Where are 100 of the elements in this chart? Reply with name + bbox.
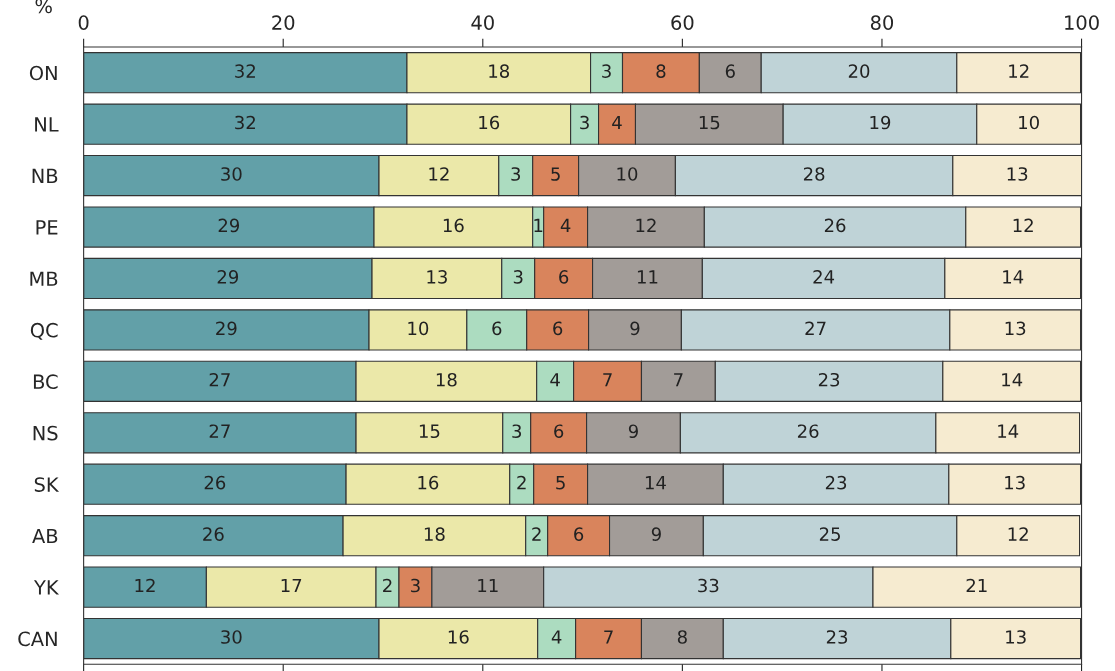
data-label: 5 <box>556 476 565 490</box>
data-label: 12 <box>429 167 449 181</box>
data-label: 27 <box>805 321 826 335</box>
data-label: 3 <box>513 270 523 284</box>
data-label: 26 <box>797 424 819 439</box>
x-tick-label: 100 <box>1065 15 1099 31</box>
data-label: 13 <box>427 270 447 284</box>
data-label: 1 <box>534 218 543 232</box>
x-tick-label: 40 <box>471 15 494 31</box>
y-tick-label: PE <box>36 220 58 235</box>
data-label: 4 <box>612 115 622 130</box>
data-label: 10 <box>1019 115 1039 130</box>
data-label: 29 <box>217 270 239 284</box>
data-label: 16 <box>448 630 469 644</box>
data-label: 33 <box>698 578 719 593</box>
data-label: 18 <box>424 527 445 541</box>
data-label: 23 <box>826 630 848 644</box>
data-label: 8 <box>656 64 666 78</box>
data-label: 4 <box>550 373 560 387</box>
x-tick-label: 80 <box>870 15 894 31</box>
data-label: 26 <box>204 475 226 490</box>
data-label: 28 <box>803 167 825 181</box>
data-label: 11 <box>637 270 658 284</box>
data-label: 3 <box>511 167 521 181</box>
data-label: 2 <box>532 527 541 541</box>
data-label: 16 <box>418 475 439 490</box>
data-label: 14 <box>645 476 666 490</box>
data-label: 4 <box>551 630 562 644</box>
data-label: 6 <box>725 64 735 78</box>
data-label: 23 <box>825 475 847 490</box>
data-label: 16 <box>443 218 464 233</box>
data-label: 3 <box>580 115 589 130</box>
data-label: 27 <box>209 372 230 387</box>
data-label: 15 <box>699 115 720 130</box>
data-label: 7 <box>604 630 613 644</box>
data-label: 29 <box>218 218 240 233</box>
data-label: 13 <box>1005 321 1026 336</box>
data-label: 13 <box>1005 475 1025 490</box>
y-tick-label: MB <box>30 271 58 286</box>
y-tick-label: CAN <box>18 631 57 647</box>
data-label: 14 <box>1003 270 1024 284</box>
data-label: 18 <box>436 372 457 387</box>
y-tick-label: AB <box>32 528 58 544</box>
y-tick-label: BC <box>33 374 58 390</box>
data-label: 14 <box>1002 373 1023 387</box>
data-label: 12 <box>1008 527 1028 541</box>
data-label: 11 <box>478 578 498 593</box>
data-label: 3 <box>411 578 420 593</box>
data-label: 16 <box>479 115 500 130</box>
data-label: 12 <box>1009 64 1029 78</box>
data-label: 12 <box>135 578 155 593</box>
data-label: 18 <box>489 64 510 78</box>
data-label: 25 <box>819 527 840 541</box>
data-label: 10 <box>617 167 638 181</box>
data-label: 26 <box>203 527 224 541</box>
data-label: 4 <box>560 218 571 232</box>
data-label: 13 <box>1006 630 1026 644</box>
x-tick-label: 0 <box>78 15 89 31</box>
data-label: 32 <box>235 115 255 130</box>
data-label: 12 <box>636 218 656 232</box>
data-label: 15 <box>419 424 440 439</box>
data-label: 13 <box>1007 167 1028 181</box>
data-label: 23 <box>818 372 840 387</box>
y-tick-label: NS <box>33 425 58 441</box>
data-label: 14 <box>998 424 1019 438</box>
data-label: 6 <box>574 527 584 541</box>
data-label: 27 <box>209 424 230 438</box>
data-label: 30 <box>221 630 242 644</box>
data-label: 7 <box>603 373 612 387</box>
data-label: 6 <box>553 321 563 336</box>
data-label: 5 <box>551 167 560 181</box>
x-tick-label: 60 <box>671 15 694 31</box>
data-label: 3 <box>512 424 522 439</box>
data-label: 6 <box>554 424 564 439</box>
y-tick-label: QC <box>30 322 58 340</box>
data-label: 29 <box>216 321 237 336</box>
data-label: 9 <box>628 424 638 439</box>
data-label: 20 <box>848 64 870 78</box>
y-tick-label: ON <box>29 65 57 81</box>
y-tick-label: NL <box>35 117 59 132</box>
data-label: 8 <box>677 630 687 644</box>
data-label: 21 <box>966 578 987 593</box>
x-tick-label: 20 <box>272 15 295 31</box>
data-label: 32 <box>235 64 255 78</box>
data-label: 2 <box>383 578 392 593</box>
data-label: 7 <box>674 373 683 387</box>
data-label: 9 <box>651 527 661 541</box>
data-label: 12 <box>1013 218 1033 232</box>
data-label: 2 <box>517 475 526 490</box>
y-tick-label: YK <box>33 580 60 595</box>
data-label: 9 <box>630 321 640 336</box>
data-label: 17 <box>281 578 302 593</box>
data-label: 26 <box>824 218 846 233</box>
y-tick-label: NB <box>32 168 58 183</box>
data-label: 19 <box>870 115 891 130</box>
y-tick-label: SK <box>34 477 60 492</box>
data-label: 10 <box>408 321 429 336</box>
data-label: 3 <box>602 64 611 78</box>
data-label: 24 <box>813 270 835 284</box>
data-label: 30 <box>221 167 242 181</box>
